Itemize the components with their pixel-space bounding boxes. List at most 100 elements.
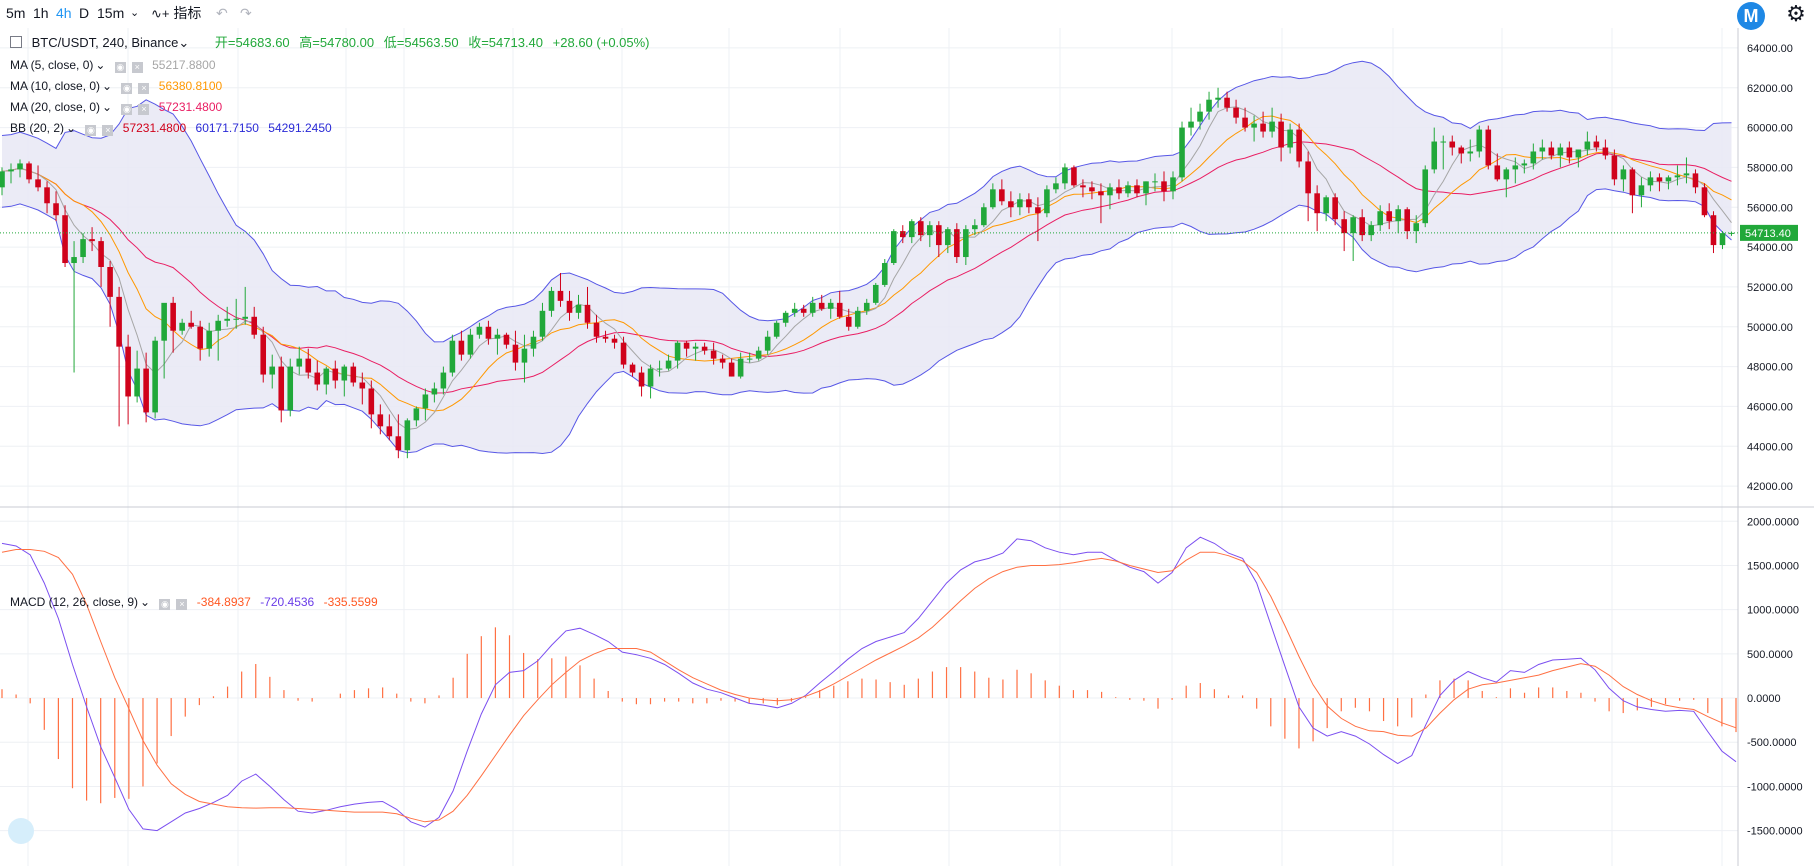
interval-1h-button[interactable]: 1h xyxy=(33,5,49,21)
indicators-button[interactable]: ∿+ 指标 xyxy=(151,3,201,23)
bb-chevron-icon[interactable]: ⌄ xyxy=(66,121,77,135)
symbol-title[interactable]: BTC/USDT, 240, Binance xyxy=(31,35,179,50)
candle-body xyxy=(1656,177,1663,182)
ma10-visibility-icon[interactable]: ◉ xyxy=(121,83,133,94)
candle-body xyxy=(71,257,77,264)
symbol-chevron-icon[interactable]: ⌄ xyxy=(178,35,190,50)
candle-body xyxy=(1512,165,1519,170)
ma5-remove-icon[interactable]: × xyxy=(131,62,143,73)
candle-body xyxy=(116,296,122,347)
candle-body xyxy=(674,342,681,361)
candle xyxy=(1098,183,1104,224)
redo-icon[interactable]: ↷ xyxy=(240,5,252,21)
candle-body xyxy=(1692,173,1699,188)
candle xyxy=(638,366,645,397)
candle xyxy=(494,328,501,355)
ma20-visibility-icon[interactable]: ◉ xyxy=(121,104,133,115)
candle-body xyxy=(8,169,14,172)
candle-body xyxy=(1431,141,1438,170)
interval-5m-button[interactable]: 5m xyxy=(6,5,26,21)
gear-icon[interactable]: ⚙ xyxy=(1786,1,1806,26)
candle xyxy=(728,358,735,377)
interval-d-button[interactable]: D xyxy=(79,5,90,21)
candle-body xyxy=(890,231,897,264)
candle-body xyxy=(1287,129,1293,148)
candle-body xyxy=(719,358,726,363)
candle xyxy=(1224,91,1230,112)
ma5-chevron-icon[interactable]: ⌄ xyxy=(95,58,106,72)
toolbar: 5m 1h 4h D 15m ⌄ ∿+ 指标 ↶ ↷ M ⚙ xyxy=(0,0,1814,30)
candle xyxy=(1638,177,1645,208)
bb-upper-line xyxy=(1,60,1732,343)
candle-body xyxy=(1485,129,1492,166)
macd-label[interactable]: MACD (12, 26, close, 9) xyxy=(10,595,139,609)
candle-body xyxy=(1323,197,1329,214)
candle xyxy=(278,356,285,423)
candle xyxy=(1116,179,1122,200)
bb-remove-icon[interactable]: × xyxy=(102,125,114,136)
ma10-remove-icon[interactable]: × xyxy=(138,83,150,94)
ma10-label[interactable]: MA (10, close, 0) xyxy=(10,79,101,93)
candle-body xyxy=(1305,161,1311,194)
candle-body xyxy=(999,189,1005,202)
candle-body xyxy=(89,239,95,242)
candle-body xyxy=(1665,177,1672,182)
price-tick-label: 44000.00 xyxy=(1747,441,1793,453)
undo-icon[interactable]: ↶ xyxy=(216,5,228,21)
price-tick-label: 60000.00 xyxy=(1747,123,1793,135)
candle-body xyxy=(1026,199,1032,208)
candle xyxy=(332,360,339,389)
interval-4h-button[interactable]: 4h xyxy=(56,5,72,21)
ma5-value: 55217.8800 xyxy=(152,58,216,72)
candle xyxy=(44,181,50,214)
collapse-legend-icon[interactable] xyxy=(10,36,22,48)
candle xyxy=(1386,203,1392,230)
candle xyxy=(1044,185,1050,218)
price-tick-label: 46000.00 xyxy=(1747,401,1793,413)
price-tick-label: 62000.00 xyxy=(1747,83,1793,95)
candle xyxy=(1233,99,1239,124)
candle-body xyxy=(494,334,501,339)
candle-body xyxy=(746,358,753,360)
ma20-remove-icon[interactable]: × xyxy=(138,104,150,115)
candle xyxy=(152,336,158,419)
candle-body xyxy=(899,231,906,238)
candle-body xyxy=(990,189,996,208)
candle-body xyxy=(530,336,537,349)
macd-visibility-icon[interactable]: ◉ xyxy=(159,599,171,610)
candle xyxy=(1422,165,1429,228)
candle xyxy=(1413,215,1420,244)
ma20-chevron-icon[interactable]: ⌄ xyxy=(102,100,113,114)
price-tick-label: 52000.00 xyxy=(1747,282,1793,294)
candle-body xyxy=(449,340,456,373)
candle-body xyxy=(818,302,825,309)
candle xyxy=(1674,165,1681,186)
price-tick-label: 64000.00 xyxy=(1747,43,1793,55)
candle-body xyxy=(1674,175,1681,178)
candle xyxy=(1485,125,1492,170)
interval-dropdown-chevron-icon[interactable]: ⌄ xyxy=(130,7,140,19)
candle-body xyxy=(728,362,735,377)
candle xyxy=(305,348,312,379)
macd-remove-icon[interactable]: × xyxy=(176,599,188,610)
ma20-label[interactable]: MA (20, close, 0) xyxy=(10,100,101,114)
candle-body xyxy=(467,334,474,355)
candle xyxy=(1530,143,1537,170)
candle-body xyxy=(593,322,600,337)
bb-label[interactable]: BB (20, 2) xyxy=(10,121,65,135)
candle xyxy=(656,360,663,377)
candle xyxy=(936,221,942,258)
candle xyxy=(296,346,303,375)
interval-15m-button[interactable]: 15m xyxy=(97,5,125,21)
candle xyxy=(350,362,357,387)
ma5-label[interactable]: MA (5, close, 0) xyxy=(10,58,94,72)
candle-body xyxy=(1440,141,1447,143)
ma5-visibility-icon[interactable]: ◉ xyxy=(114,62,126,73)
candle-body xyxy=(26,163,32,180)
candle xyxy=(35,165,41,192)
candle xyxy=(503,332,510,349)
ma10-chevron-icon[interactable]: ⌄ xyxy=(102,79,113,93)
bb-visibility-icon[interactable]: ◉ xyxy=(85,125,97,136)
macd-chevron-icon[interactable]: ⌄ xyxy=(140,595,151,609)
candle xyxy=(918,217,924,242)
